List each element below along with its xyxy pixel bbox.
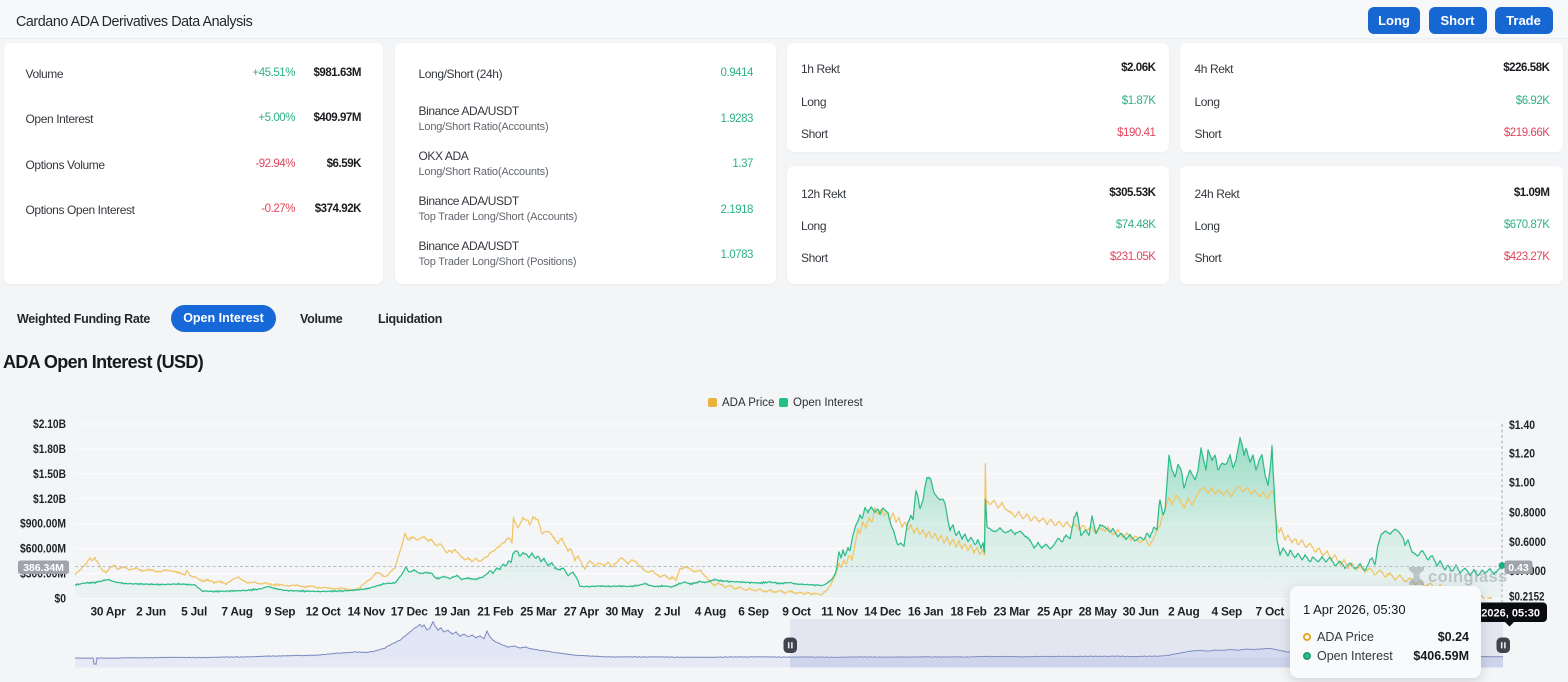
svg-text:$0.2152: $0.2152 (1509, 592, 1545, 604)
svg-text:27 Apr: 27 Apr (564, 605, 600, 619)
svg-text:14 Dec: 14 Dec (864, 605, 901, 619)
svg-text:6 Sep: 6 Sep (738, 605, 768, 619)
svg-text:14 Nov: 14 Nov (347, 605, 385, 619)
svg-text:21 Feb: 21 Feb (477, 605, 513, 619)
svg-text:4 Sep: 4 Sep (1212, 605, 1242, 619)
svg-text:7 Aug: 7 Aug (221, 605, 252, 619)
svg-text:30 Jun: 30 Jun (1123, 605, 1159, 619)
svg-text:16 Jan: 16 Jan (908, 605, 944, 619)
svg-text:0.43: 0.43 (1508, 562, 1529, 574)
svg-text:2 Aug: 2 Aug (1168, 605, 1199, 619)
svg-text:2 Jun: 2 Jun (136, 605, 166, 619)
svg-text:$1.80B: $1.80B (33, 444, 66, 456)
svg-text:4 Aug: 4 Aug (695, 605, 726, 619)
svg-text:$900.00M: $900.00M (20, 519, 66, 531)
svg-text:2 Jul: 2 Jul (654, 605, 680, 619)
svg-text:9 Oct: 9 Oct (782, 605, 811, 619)
svg-text:19 Jan: 19 Jan (434, 605, 470, 619)
svg-text:$0: $0 (55, 594, 67, 606)
svg-text:30 Apr: 30 Apr (90, 605, 126, 619)
svg-text:$2.10B: $2.10B (33, 419, 66, 431)
svg-text:9 Sep: 9 Sep (265, 605, 295, 619)
svg-text:17 Dec: 17 Dec (391, 605, 428, 619)
svg-text:coinglass: coinglass (1428, 568, 1508, 586)
svg-text:18 Feb: 18 Feb (951, 605, 987, 619)
svg-text:7 Oct: 7 Oct (1256, 605, 1285, 619)
svg-text:$1.20B: $1.20B (33, 494, 66, 506)
svg-text:12 Oct: 12 Oct (306, 605, 341, 619)
svg-text:$1.00: $1.00 (1509, 477, 1535, 489)
svg-text:25 Mar: 25 Mar (520, 605, 557, 619)
svg-text:$0.6000: $0.6000 (1509, 537, 1546, 549)
svg-text:$0.8000: $0.8000 (1509, 508, 1546, 520)
svg-text:$600.00M: $600.00M (20, 544, 66, 556)
svg-text:$1.50B: $1.50B (33, 469, 66, 481)
svg-text:25 Apr: 25 Apr (1037, 605, 1073, 619)
svg-text:30 May: 30 May (605, 605, 644, 619)
svg-text:11 Nov: 11 Nov (821, 605, 858, 619)
svg-text:$1.40: $1.40 (1509, 420, 1535, 432)
svg-text:386.34M: 386.34M (23, 562, 64, 574)
svg-text:23 Mar: 23 Mar (994, 605, 1031, 619)
svg-text:$1.20: $1.20 (1509, 449, 1535, 461)
svg-text:28 May: 28 May (1079, 605, 1118, 619)
svg-text:5 Jul: 5 Jul (181, 605, 207, 619)
